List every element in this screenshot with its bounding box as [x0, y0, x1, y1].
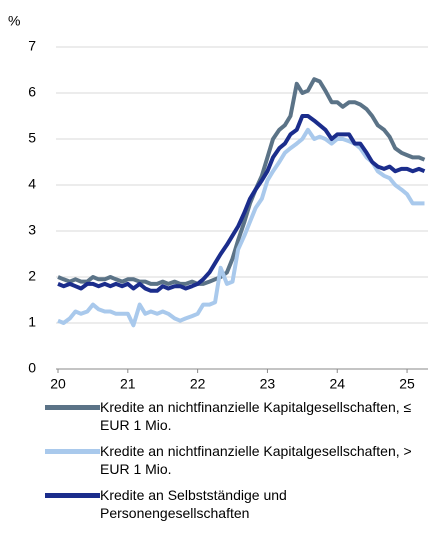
legend-swatch [45, 493, 100, 498]
legend-swatch [45, 405, 100, 410]
legend-entry: Kredite an nichtfinanzielle Kapitalgesel… [0, 442, 429, 478]
series-line [57, 127, 425, 328]
legend-label: Kredite an nichtfinanzielle Kapitalgesel… [100, 399, 412, 433]
legend: Kredite an nichtfinanzielle Kapitalgesel… [0, 398, 429, 530]
x-tick-label: 22 [190, 376, 206, 392]
legend-swatch [45, 449, 100, 454]
x-tick-label: 21 [120, 376, 136, 392]
y-tick-label: 5 [28, 130, 36, 146]
x-tick-label: 25 [399, 376, 415, 392]
y-tick-label: 6 [28, 84, 36, 100]
series-line [57, 77, 426, 286]
y-tick-label: 1 [28, 314, 36, 330]
x-tick-label: 23 [260, 376, 276, 392]
legend-entry: Kredite an Selbstständige und Personenge… [0, 486, 429, 522]
y-tick-label: 3 [28, 222, 36, 238]
legend-label: Kredite an Selbstständige und Personenge… [100, 487, 287, 521]
y-axis-label: % [8, 13, 20, 29]
y-tick-label: 7 [28, 38, 36, 54]
y-tick-label: 4 [28, 176, 36, 192]
x-tick-label: 20 [50, 376, 66, 392]
x-tick-label: 24 [329, 376, 345, 392]
legend-entry: Kredite an nichtfinanzielle Kapitalgesel… [0, 398, 429, 434]
y-tick-label: 0 [28, 360, 36, 376]
legend-label: Kredite an nichtfinanzielle Kapitalgesel… [100, 443, 412, 477]
series-line [57, 114, 426, 293]
y-tick-label: 2 [28, 268, 36, 284]
